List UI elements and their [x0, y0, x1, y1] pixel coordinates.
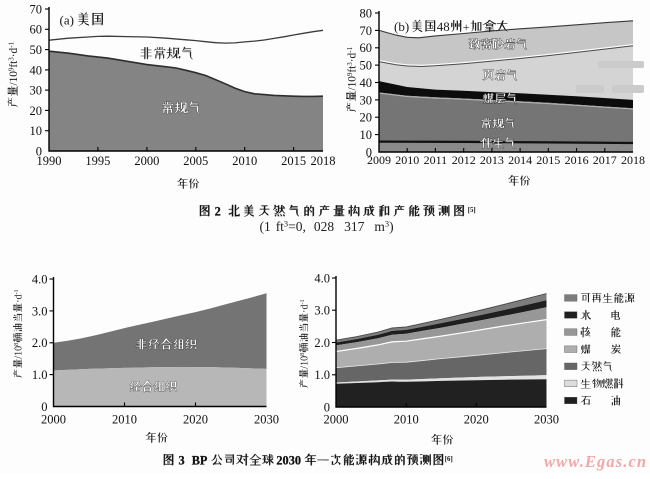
svg-text:-1: -1 [346, 46, 354, 52]
svg-text:2.0: 2.0 [32, 336, 48, 350]
svg-text:/10: /10 [14, 346, 25, 359]
svg-text:2000: 2000 [134, 154, 159, 168]
svg-text:·d: ·d [14, 294, 25, 302]
svg-text:70: 70 [360, 24, 373, 38]
svg-text:2020: 2020 [464, 413, 489, 427]
svg-text:/10: /10 [8, 71, 20, 86]
svg-text:30: 30 [360, 93, 373, 107]
svg-text:2017: 2017 [593, 153, 617, 167]
svg-text:2012: 2012 [452, 153, 476, 167]
svg-text:2016: 2016 [565, 153, 589, 167]
svg-text:ft: ft [347, 65, 359, 73]
svg-text:1990: 1990 [37, 154, 62, 168]
svg-text:2000: 2000 [41, 413, 66, 427]
svg-text:2005: 2005 [183, 154, 208, 168]
svg-text:(1: (1 [260, 219, 271, 234]
svg-text:20: 20 [360, 111, 373, 125]
svg-text:2030: 2030 [254, 413, 279, 427]
svg-text:2010: 2010 [394, 413, 419, 427]
svg-text:1995: 1995 [85, 154, 110, 168]
svg-text:2010: 2010 [232, 154, 257, 168]
svg-text:·d: ·d [8, 47, 20, 57]
svg-text:3: 3 [346, 62, 354, 66]
svg-text:028: 028 [314, 219, 335, 234]
svg-text:0: 0 [41, 400, 47, 414]
svg-text:8: 8 [13, 343, 20, 346]
svg-text:2000: 2000 [324, 413, 349, 427]
svg-text:·d: ·d [300, 304, 311, 312]
svg-text:50: 50 [30, 43, 43, 57]
svg-text:3: 3 [7, 57, 15, 61]
svg-text:2010: 2010 [112, 413, 137, 427]
svg-text:-1: -1 [7, 41, 15, 47]
svg-text:(b): (b) [394, 19, 409, 34]
svg-text:2013: 2013 [480, 153, 504, 167]
svg-text:2014: 2014 [508, 153, 532, 167]
svg-text:0: 0 [324, 400, 330, 414]
svg-text:/10: /10 [347, 76, 359, 91]
svg-text:BP: BP [192, 454, 208, 468]
svg-text:/10: /10 [300, 356, 311, 369]
svg-text:2030: 2030 [534, 413, 559, 427]
svg-text:60: 60 [30, 23, 43, 37]
svg-text:): ) [389, 219, 394, 234]
svg-text:9: 9 [346, 72, 354, 76]
svg-text:4.0: 4.0 [314, 271, 330, 285]
svg-text:2.0: 2.0 [314, 336, 330, 350]
svg-text:20: 20 [30, 104, 43, 118]
svg-text:·d: ·d [347, 52, 359, 62]
svg-text:0: 0 [36, 144, 42, 158]
svg-text:60: 60 [360, 41, 373, 55]
svg-text:3: 3 [385, 220, 389, 229]
svg-text:www.Egas.cn: www.Egas.cn [544, 452, 647, 471]
svg-text:-1: -1 [299, 299, 306, 304]
svg-text:-1: -1 [13, 289, 20, 294]
svg-text:(a): (a) [60, 13, 74, 28]
svg-text:3.0: 3.0 [32, 304, 48, 318]
svg-text:2020: 2020 [183, 413, 208, 427]
svg-text:48: 48 [437, 19, 450, 34]
svg-text:80: 80 [360, 6, 373, 20]
svg-text:3: 3 [179, 454, 185, 468]
svg-text:2018: 2018 [311, 154, 336, 168]
svg-text:m: m [374, 219, 385, 234]
svg-text:9: 9 [7, 67, 15, 71]
svg-text:2: 2 [215, 205, 221, 219]
svg-text:1.0: 1.0 [314, 368, 330, 382]
svg-text:317: 317 [344, 219, 365, 234]
svg-text:ft: ft [8, 60, 20, 68]
svg-text:0: 0 [366, 145, 372, 159]
svg-text:2015: 2015 [536, 153, 560, 167]
svg-text:+: + [463, 20, 470, 34]
svg-text:30: 30 [30, 84, 43, 98]
svg-text:70: 70 [30, 2, 43, 16]
svg-text:2030: 2030 [276, 454, 301, 468]
svg-text:2015: 2015 [281, 154, 306, 168]
svg-text:2018: 2018 [621, 153, 645, 167]
svg-text:40: 40 [30, 63, 43, 77]
svg-text:3.0: 3.0 [314, 304, 330, 318]
svg-text:3: 3 [284, 220, 288, 229]
svg-text:4.0: 4.0 [32, 272, 48, 286]
svg-text:2011: 2011 [424, 153, 448, 167]
svg-text:1.0: 1.0 [32, 368, 48, 382]
svg-text:2009: 2009 [367, 153, 391, 167]
svg-text:,: , [303, 219, 306, 234]
svg-text:ft: ft [276, 219, 284, 234]
svg-text:10: 10 [360, 128, 373, 142]
svg-text:50: 50 [360, 59, 373, 73]
svg-text:40: 40 [360, 76, 373, 90]
svg-text:[5]: [5] [468, 207, 476, 214]
svg-text:10: 10 [30, 124, 43, 138]
svg-text:8: 8 [299, 353, 306, 356]
svg-text:2010: 2010 [395, 153, 419, 167]
svg-text:[6]: [6] [445, 456, 453, 463]
svg-text:=0: =0 [288, 219, 303, 234]
